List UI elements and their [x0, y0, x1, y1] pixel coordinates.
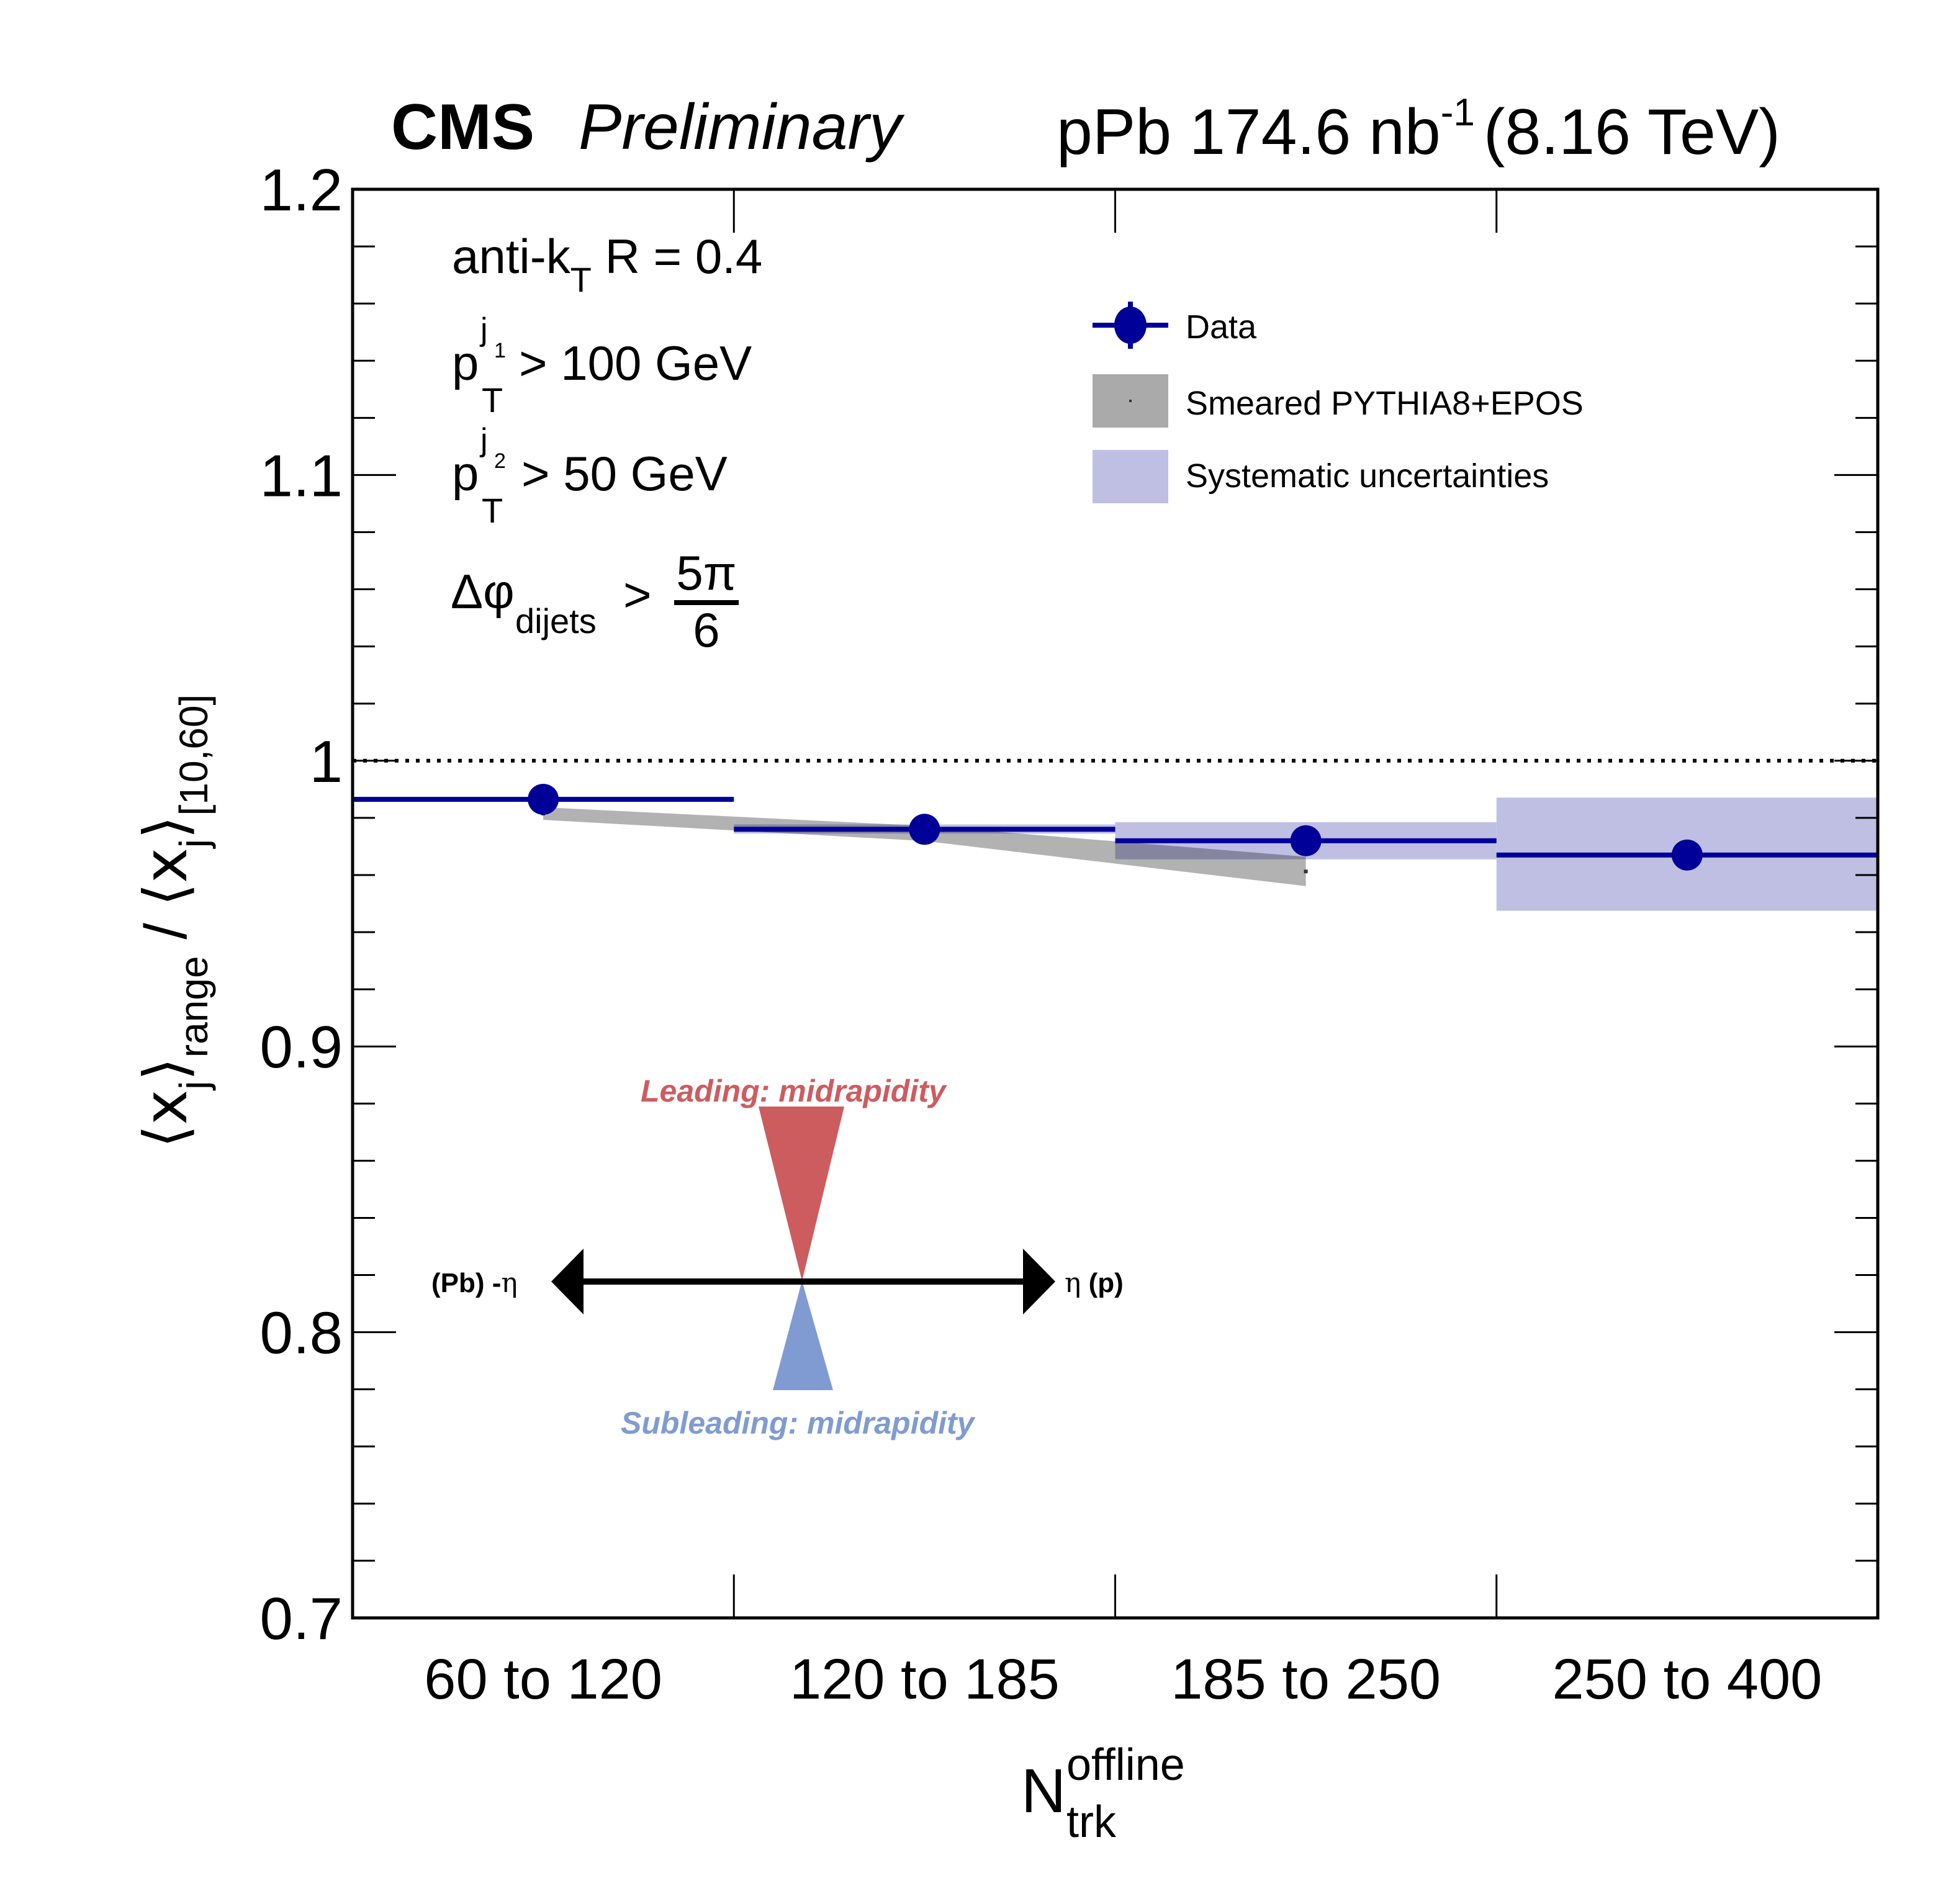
y-tick-label: 0.8 — [260, 1300, 343, 1367]
arrow-left-icon — [551, 1249, 584, 1314]
y-tick-label: 0.7 — [260, 1586, 343, 1652]
svg-text:⟨xj⟩range / ⟨xj⟩[10,60]: ⟨xj⟩range / ⟨xj⟩[10,60] — [131, 694, 216, 1148]
svg-text:j: j — [479, 312, 488, 348]
lumi-label: pPb 174.6 nb-1 (8.16 TeV) — [1057, 91, 1780, 168]
leading-label: Leading: midrapidity — [641, 1074, 947, 1108]
leading-jet-cone — [759, 1107, 844, 1281]
svg-text:5π: 5π — [676, 546, 736, 600]
subleading-label: Subleading: midrapidity — [621, 1406, 976, 1440]
svg-text:trk: trk — [1066, 1797, 1117, 1847]
legend: Data Smeared PYTHIA8+EPOS Systematic unc… — [1093, 302, 1584, 503]
svg-text:1: 1 — [494, 339, 506, 362]
data-point[interactable] — [1290, 825, 1322, 856]
experiment-label: CMS — [391, 91, 534, 163]
pb-direction-label: (Pb) -η — [431, 1267, 518, 1299]
legend-label-mc: Smeared PYTHIA8+EPOS — [1186, 385, 1584, 422]
x-axis: 60 to 120 120 to 185 185 to 250 250 to 400 — [424, 189, 1822, 1711]
mc-central-point — [1304, 869, 1308, 874]
svg-text:j: j — [479, 422, 488, 458]
svg-text:dijets: dijets — [515, 601, 597, 640]
data-point[interactable] — [1671, 839, 1703, 871]
svg-text:> 100 GeV: > 100 GeV — [519, 336, 752, 390]
arrow-right-icon — [1023, 1249, 1055, 1314]
svg-text:T: T — [482, 491, 503, 530]
svg-text:Δφ: Δφ — [451, 564, 515, 619]
legend-item-data[interactable]: Data — [1093, 302, 1257, 349]
subleading-jet-cone — [773, 1281, 833, 1390]
y-axis: 0.7 0.8 0.9 1 1.1 1.2 — [260, 157, 1878, 1652]
svg-text:p: p — [452, 336, 479, 390]
p-direction-label: η (p) — [1065, 1267, 1124, 1299]
svg-text:p: p — [452, 446, 479, 501]
jet-algo-label: anti-kT R = 0.4 — [452, 229, 762, 299]
legend-label-data: Data — [1186, 308, 1257, 346]
data-series — [353, 783, 1878, 871]
x-tick-label: 120 to 185 — [790, 1648, 1060, 1711]
svg-text:>: > — [623, 567, 652, 622]
legend-data-marker — [1114, 307, 1147, 344]
data-point[interactable] — [528, 783, 559, 815]
legend-item-mc[interactable]: Smeared PYTHIA8+EPOS — [1093, 374, 1584, 428]
data-point[interactable] — [909, 814, 940, 845]
legend-item-syst[interactable]: Systematic uncertainties — [1093, 450, 1549, 503]
y-tick-label: 1.2 — [260, 157, 343, 223]
x-axis-title: N offline trk — [1021, 1740, 1185, 1847]
svg-text:N: N — [1021, 1756, 1066, 1826]
legend-label-syst: Systematic uncertainties — [1186, 457, 1549, 495]
legend-syst-swatch — [1093, 450, 1168, 503]
dphi-cut: Δφ dijets > 5π 6 — [451, 546, 739, 657]
x-tick-label: 185 to 250 — [1171, 1648, 1441, 1711]
subleading-pt-cut: p j 2 T > 50 GeV — [452, 422, 728, 530]
svg-text:offline: offline — [1066, 1740, 1185, 1790]
x-tick-label: 250 to 400 — [1552, 1648, 1822, 1711]
fraction-bar — [674, 600, 739, 605]
svg-text:2: 2 — [494, 449, 506, 473]
y-tick-label: 0.9 — [260, 1014, 343, 1080]
leading-pt-cut: p j 1 T > 100 GeV — [452, 312, 752, 420]
svg-text:T: T — [482, 380, 503, 420]
status-label: Preliminary — [579, 91, 905, 163]
y-tick-label: 1.1 — [260, 442, 343, 509]
y-axis-title: ⟨xj⟩range / ⟨xj⟩[10,60] — [131, 694, 216, 1148]
svg-text:> 50 GeV: > 50 GeV — [521, 446, 728, 501]
legend-mc-dot — [1129, 400, 1132, 402]
kinematics-inset: Leading: midrapidity (Pb) -η η (p) Suble… — [431, 1074, 1124, 1440]
x-tick-label: 60 to 120 — [424, 1648, 662, 1711]
svg-text:6: 6 — [693, 603, 719, 657]
y-tick-label: 1 — [310, 729, 343, 795]
